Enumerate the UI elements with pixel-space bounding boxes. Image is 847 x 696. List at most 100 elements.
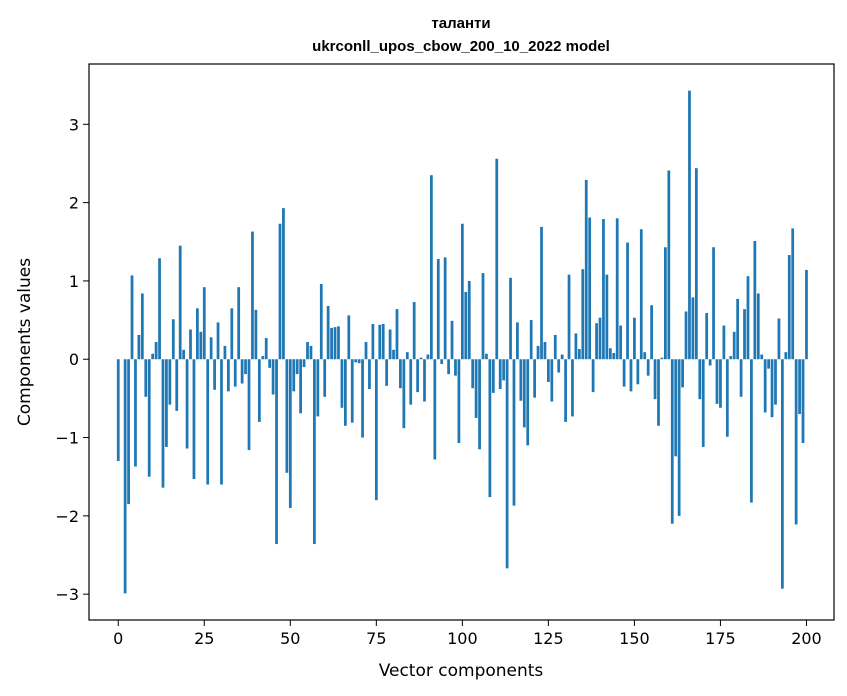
bar — [691, 297, 695, 360]
bar — [202, 287, 206, 360]
bar — [708, 359, 712, 366]
bar — [633, 317, 636, 360]
bar — [271, 359, 275, 395]
bar — [753, 240, 757, 360]
x-tick-label: 125 — [533, 629, 564, 648]
bar — [264, 338, 268, 360]
bar — [591, 359, 595, 393]
bar — [464, 291, 468, 360]
bar — [423, 359, 426, 402]
bar — [282, 208, 285, 360]
bar — [123, 359, 127, 594]
bar — [354, 359, 358, 363]
bar — [725, 359, 729, 437]
bar — [357, 359, 361, 364]
bar — [485, 353, 488, 360]
x-axis-label: Vector components — [379, 661, 544, 681]
bar — [230, 308, 234, 360]
bar — [178, 245, 182, 360]
bar — [430, 175, 433, 360]
bar — [491, 359, 495, 393]
bar — [722, 325, 726, 360]
bar — [330, 327, 333, 360]
bar — [564, 359, 567, 422]
y-tick-label: 2 — [69, 194, 79, 213]
x-tick-label: 0 — [113, 629, 123, 648]
bar — [653, 359, 657, 400]
bar — [247, 359, 251, 451]
bar — [694, 168, 698, 360]
bar — [553, 334, 557, 360]
bar — [436, 258, 440, 360]
bar — [171, 319, 175, 360]
bar — [495, 158, 499, 360]
bar — [481, 273, 485, 360]
bar — [433, 359, 437, 460]
bar — [292, 359, 296, 392]
bar — [760, 354, 764, 360]
bar — [777, 318, 781, 360]
bar — [402, 359, 406, 429]
bar — [626, 242, 629, 360]
bar — [677, 359, 681, 516]
bar — [426, 354, 430, 360]
bar — [598, 317, 602, 360]
bar — [770, 359, 774, 418]
bar — [712, 247, 715, 360]
x-tick-label: 100 — [447, 629, 478, 648]
bar — [746, 276, 750, 360]
x-tick-label: 175 — [705, 629, 736, 648]
bar — [237, 287, 241, 360]
bar — [519, 359, 523, 401]
bar — [801, 359, 805, 444]
y-tick-label: 1 — [69, 272, 79, 291]
bar — [288, 359, 292, 509]
bar — [337, 326, 340, 360]
bar — [536, 345, 540, 360]
bar — [206, 359, 210, 485]
bar — [302, 359, 306, 368]
bar — [705, 313, 709, 360]
bar — [781, 359, 784, 589]
y-tick-label: −2 — [55, 507, 79, 526]
bar — [268, 359, 272, 368]
bar — [440, 359, 444, 364]
bar — [192, 359, 196, 480]
bar — [316, 359, 320, 417]
bar — [502, 359, 506, 381]
bar — [381, 323, 385, 360]
bar — [295, 359, 299, 375]
bar — [374, 359, 378, 501]
bar — [787, 255, 791, 360]
bar — [199, 331, 203, 360]
bar — [116, 359, 120, 462]
bar — [588, 217, 592, 360]
bar — [285, 359, 289, 473]
bar — [454, 359, 457, 376]
bar — [326, 305, 330, 360]
y-tick-label: 3 — [69, 115, 79, 134]
bar — [419, 357, 423, 360]
y-axis-label: Components values — [15, 258, 35, 426]
bar — [774, 359, 777, 405]
bar — [450, 320, 454, 360]
bar — [743, 309, 746, 360]
bar — [350, 359, 354, 423]
bar — [798, 359, 801, 415]
y-axis-ticks: −3 −2 −1 0 1 2 3 — [55, 115, 89, 604]
bar — [299, 359, 302, 414]
bar — [719, 359, 722, 408]
bar — [213, 359, 216, 390]
bar — [498, 359, 502, 389]
bar — [540, 226, 543, 360]
x-tick-label: 150 — [619, 629, 650, 648]
bar — [147, 359, 151, 477]
bar — [667, 170, 671, 360]
bar — [151, 353, 155, 360]
bar — [622, 359, 626, 387]
y-tick-label: 0 — [69, 350, 79, 369]
bar — [257, 359, 261, 422]
bar — [240, 359, 244, 384]
bar — [165, 359, 168, 447]
bar — [805, 269, 808, 360]
